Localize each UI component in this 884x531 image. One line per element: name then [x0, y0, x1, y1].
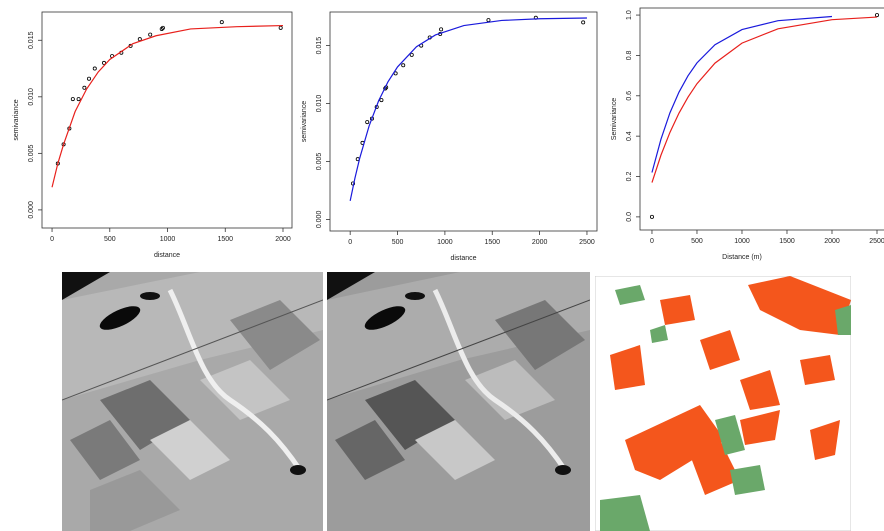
- data-point: [365, 120, 370, 125]
- chart: 0 500 1000 1500 2000 0.000 0.005 0.010 0.015 dist…: [13, 11, 293, 259]
- data-point: [486, 18, 491, 23]
- data-point: [160, 25, 165, 30]
- fit-curve: [651, 16, 878, 183]
- x-tick-label: 500: [691, 238, 703, 245]
- x-tick-label: 2500: [869, 238, 884, 245]
- data-point: [76, 97, 81, 102]
- y-tick-label: 0.0: [626, 212, 633, 222]
- x-axis-label: Distance (m): [722, 254, 762, 261]
- chart: 0 500 1000 1500 2000 2500 0.000 0.005 0.010 0.015…: [301, 11, 598, 262]
- y-tick-label: 1.0: [626, 10, 633, 20]
- x-tick-label: 0: [650, 238, 654, 245]
- x-axis-label: distance: [450, 255, 476, 262]
- y-tick-label: 0.6: [626, 91, 633, 101]
- x-tick-label: 1000: [734, 238, 750, 245]
- x-tick-label: 1500: [484, 239, 500, 246]
- x-tick-label: 500: [104, 236, 116, 243]
- x-tick-label: 1000: [437, 239, 453, 246]
- data-point: [379, 98, 384, 103]
- data-point: [70, 97, 75, 102]
- data-point: [86, 76, 91, 81]
- fit-curve: [651, 15, 833, 173]
- fit-curve: [51, 24, 284, 188]
- x-tick-label: 2000: [824, 238, 840, 245]
- data-point: [82, 85, 87, 90]
- y-tick-label: 0.2: [626, 172, 633, 182]
- x-tick-label: 500: [392, 239, 404, 246]
- data-point: [137, 37, 142, 42]
- y-tick-label: 0.010: [28, 88, 35, 106]
- chart: 0 500 1000 1500 2000 2500 0.0 0.2 0.4 0.6 0.8 1.0 Di…: [611, 7, 884, 261]
- satellite-image-1: [62, 272, 323, 531]
- x-tick-label: 2000: [275, 236, 291, 243]
- fit-curve: [349, 17, 587, 201]
- x-tick-label: 1500: [779, 238, 795, 245]
- data-point: [649, 214, 654, 219]
- plot-frame: [41, 11, 293, 229]
- x-tick-label: 2500: [579, 239, 595, 246]
- y-axis-label: semivariance: [301, 101, 308, 142]
- y-tick-label: 0.4: [626, 131, 633, 141]
- data-point: [148, 32, 153, 37]
- x-tick-label: 0: [50, 236, 54, 243]
- data-point: [409, 52, 414, 57]
- x-tick-label: 1500: [217, 236, 233, 243]
- y-tick-label: 0.000: [28, 201, 35, 219]
- y-tick-label: 0.005: [316, 153, 323, 171]
- data-point: [102, 60, 107, 65]
- y-axis-label: Semivariance: [611, 98, 618, 141]
- y-tick-label: 0.000: [316, 211, 323, 229]
- x-tick-label: 2000: [532, 239, 548, 246]
- data-point: [92, 66, 97, 71]
- classification-map: [595, 276, 851, 531]
- data-point: [874, 13, 879, 18]
- plot-frame: [329, 11, 598, 232]
- data-point: [219, 20, 224, 25]
- x-tick-label: 1000: [160, 236, 176, 243]
- y-tick-label: 0.005: [28, 145, 35, 163]
- data-point: [581, 20, 586, 25]
- data-point: [401, 63, 406, 68]
- y-tick-label: 0.010: [316, 95, 323, 113]
- satellite-image-2: [327, 272, 590, 531]
- plot-frame: [639, 7, 884, 231]
- data-point: [439, 27, 444, 32]
- y-tick-label: 0.015: [28, 31, 35, 49]
- x-axis-label: distance: [154, 252, 180, 259]
- y-tick-label: 0.015: [316, 37, 323, 55]
- data-point: [278, 25, 283, 30]
- y-axis-label: semivariance: [13, 99, 20, 140]
- y-tick-label: 0.8: [626, 50, 633, 60]
- x-tick-label: 0: [348, 239, 352, 246]
